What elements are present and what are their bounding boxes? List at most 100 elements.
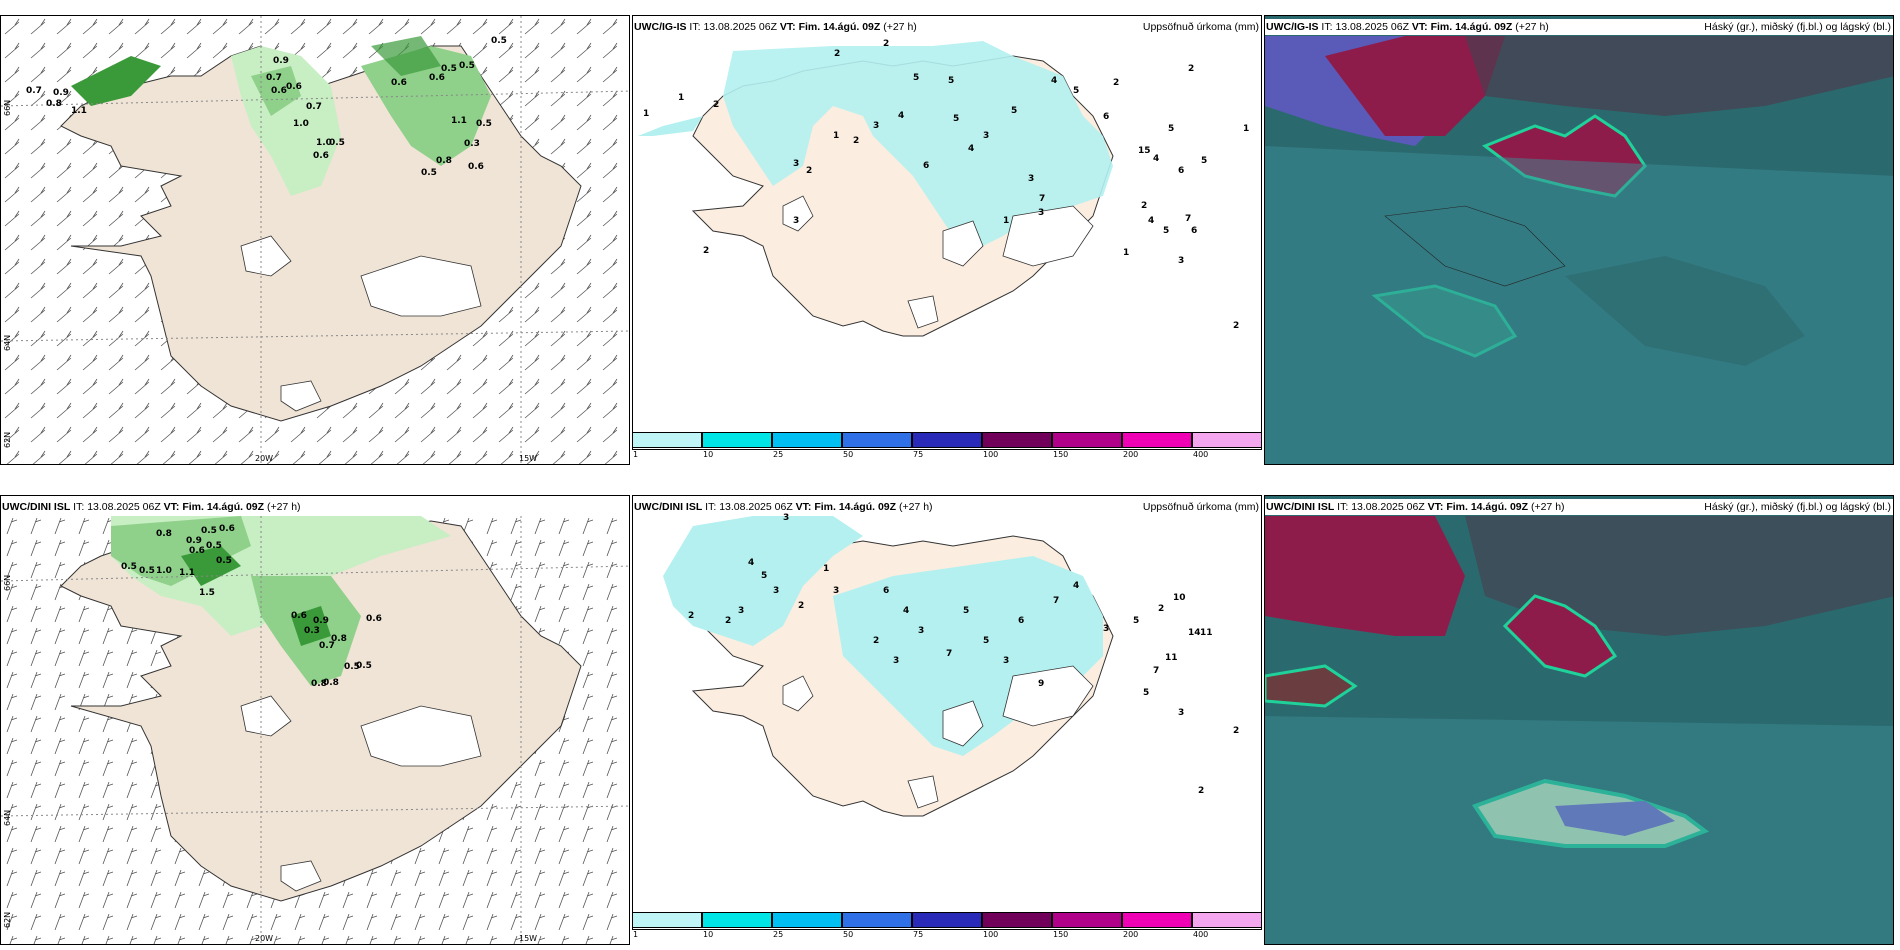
wind-value: 0.6 (291, 611, 307, 621)
legend-swatch (912, 432, 982, 448)
precip-value: 4 (1073, 581, 1080, 591)
cloud-map-dini: UWC/DINI ISL IT: 13.08.2025 06Z VT: Fim.… (1264, 495, 1894, 945)
precip-value: 1 (823, 564, 830, 574)
precip-value: 3 (1178, 708, 1185, 718)
legend-tick: 10 (703, 450, 714, 459)
precip-value: 5 (1073, 86, 1080, 96)
precip-value: 4 (898, 111, 905, 121)
precip-value: 2 (725, 616, 732, 626)
precip-value: 3 (983, 131, 990, 141)
lat-label: 66N (3, 574, 12, 591)
legend-tick: 50 (843, 930, 854, 939)
lon-label: 15W (519, 454, 538, 463)
precip-value: 3 (783, 513, 790, 523)
legend-tick: 75 (913, 930, 924, 939)
wind-value: 0.3 (464, 139, 480, 149)
panel-header: UWC/DINI ISL IT: 13.08.2025 06Z VT: Fim.… (634, 501, 1259, 513)
precip-value: 7 (1039, 194, 1046, 204)
precip-value: 2 (1233, 726, 1240, 736)
precip-value: 7 (1153, 666, 1160, 676)
legend-swatch (702, 912, 772, 928)
precip-value: 1 (1003, 216, 1010, 226)
wind-value: 0.6 (219, 524, 235, 534)
precip-value: 3 (738, 606, 745, 616)
precip-value: 2 (703, 246, 710, 256)
wind-value: 0.8 (156, 529, 172, 539)
wind-value: 0.7 (26, 86, 42, 96)
legend-swatch (842, 912, 912, 928)
wind-value: 0.8 (331, 634, 347, 644)
wind-value: 1.1 (451, 116, 467, 126)
precip-value: 7 (1185, 214, 1192, 224)
lat-label: 64N (3, 334, 12, 351)
legend-tick: 150 (1053, 450, 1069, 459)
panel-header: UWC/DINI ISL IT: 13.08.2025 06Z VT: Fim.… (1265, 499, 1893, 515)
precip-value: 4 (1148, 216, 1155, 226)
wind-value: 0.5 (476, 119, 492, 129)
legend-swatch (1122, 432, 1192, 448)
legend-tick: 50 (843, 450, 854, 459)
panel-header: UWC/IG-IS IT: 13.08.2025 06Z VT: Fim. 14… (1265, 19, 1893, 35)
precip-value: 3 (1028, 174, 1035, 184)
precip-value: 9 (1038, 679, 1045, 689)
precip-value: 2 (1198, 786, 1205, 796)
precip-value: 1 (1243, 124, 1250, 134)
wind-value: 0.5 (216, 556, 232, 566)
wind-value: 1.1 (179, 568, 195, 578)
wind-value: 0.8 (436, 156, 452, 166)
precip-value: 3 (1038, 208, 1045, 218)
wind-value: 0.6 (313, 151, 329, 161)
precip-value: 1 (1123, 248, 1130, 258)
legend-tick: 400 (1193, 450, 1209, 459)
legend-tick: 100 (983, 450, 999, 459)
precip-value: 1 (833, 131, 840, 141)
wind-value: 0.5 (441, 64, 457, 74)
precip-value: 5 (953, 114, 960, 124)
precip-value: 6 (923, 161, 930, 171)
precip-value: 6 (1178, 166, 1185, 176)
lat-label: 66N (3, 99, 12, 116)
precip-value: 2 (688, 611, 695, 621)
precip-value: 3 (773, 586, 780, 596)
precip-value: 5 (761, 571, 768, 581)
precip-value: 3 (1178, 256, 1185, 266)
precip-value: 11 (1165, 653, 1178, 663)
precip-value: 4 (968, 144, 975, 154)
precip-value: 10 (1173, 593, 1186, 603)
wind-value: 0.5 (206, 541, 222, 551)
precip-value: 15 (1138, 146, 1151, 156)
wind-value: 0.6 (468, 162, 484, 172)
wind-value: 0.9 (273, 56, 289, 66)
legend-swatch (1122, 912, 1192, 928)
wind-value: 0.3 (304, 626, 320, 636)
precip-value: 2 (834, 49, 841, 59)
wind-value: 0.5 (344, 662, 360, 672)
panel-header: UWC/IG-IS IT: 13.08.2025 06Z VT: Fim. 14… (634, 21, 1259, 33)
wind-value: 0.8 (46, 99, 62, 109)
legend-swatch (632, 432, 702, 448)
precip-value: 5 (913, 73, 920, 83)
precip-value: 2 (853, 136, 860, 146)
wind-value: 1.0 (316, 138, 332, 148)
precip-value: 5 (1168, 124, 1175, 134)
precip-value: 3 (1003, 656, 1010, 666)
precip-legend: 1 10 25 50 75 100 150 200 400 (632, 432, 1262, 460)
precip-map-dini: UWC/DINI ISL IT: 13.08.2025 06Z VT: Fim.… (632, 495, 1262, 930)
wind-value: 1.1 (71, 106, 87, 116)
precip-value: 3 (793, 159, 800, 169)
precip-value: 7 (1053, 596, 1060, 606)
legend-swatch (1192, 432, 1262, 448)
wind-visibility-map-igis: UWC/IG-IS IT: 13.08.2025 06Z VT: Fim. 14… (0, 15, 630, 465)
legend-swatch (982, 912, 1052, 928)
legend-swatch (772, 912, 842, 928)
precip-value: 5 (1163, 226, 1170, 236)
wind-value: 0.9 (53, 88, 69, 98)
precip-value: 6 (883, 586, 890, 596)
precip-value: 4 (1051, 76, 1058, 86)
precip-value: 1 (643, 109, 650, 119)
legend-swatch (772, 432, 842, 448)
wind-value: 0.5 (491, 36, 507, 46)
wind-value: 0.5 (421, 168, 437, 178)
wind-value: 0.9 (313, 616, 329, 626)
legend-swatch (842, 432, 912, 448)
